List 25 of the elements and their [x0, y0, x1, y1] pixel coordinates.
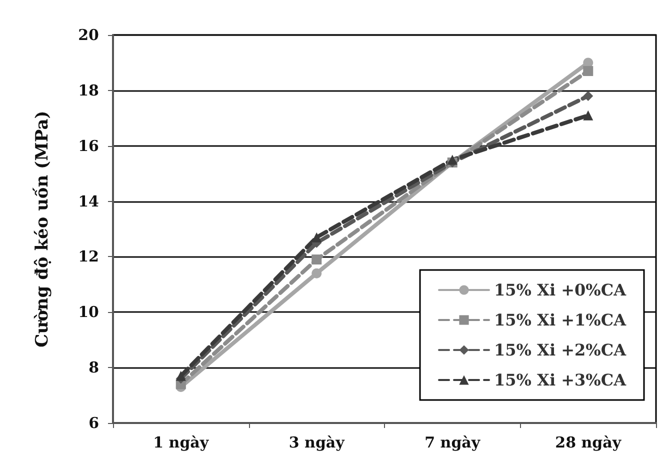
x-tick-label: 3 ngày [288, 434, 346, 452]
point [312, 268, 322, 278]
legend-label: 15% Xi +0%CA [494, 280, 627, 300]
point [447, 154, 458, 165]
y-axis-title: Cường độ kéo uốn (MPa) [32, 110, 52, 348]
y-tick-label: 12 [78, 248, 99, 266]
y-tick-label: 8 [88, 358, 99, 377]
legend-label: 15% Xi +3%CA [494, 370, 627, 390]
point [583, 110, 594, 120]
y-tick-label: 18 [78, 81, 99, 100]
y-tick-label: 14 [78, 192, 99, 210]
x-tick-label: 7 ngày [424, 434, 482, 452]
y-tick-label: 16 [78, 136, 99, 155]
point [312, 254, 322, 264]
legend-label: 15% Xi +2%CA [494, 340, 627, 360]
y-tick-label: 10 [78, 303, 99, 322]
y-tick-label: 20 [78, 26, 99, 44]
point [176, 370, 186, 381]
y-tick-label: 6 [88, 414, 99, 432]
x-tick-label: 1 ngày [153, 434, 210, 452]
point [583, 90, 594, 101]
legend-label: 15% Xi +1%CA [494, 310, 627, 330]
point [583, 66, 594, 76]
x-tick-label: 28 ngày [555, 434, 622, 452]
point [312, 232, 322, 242]
